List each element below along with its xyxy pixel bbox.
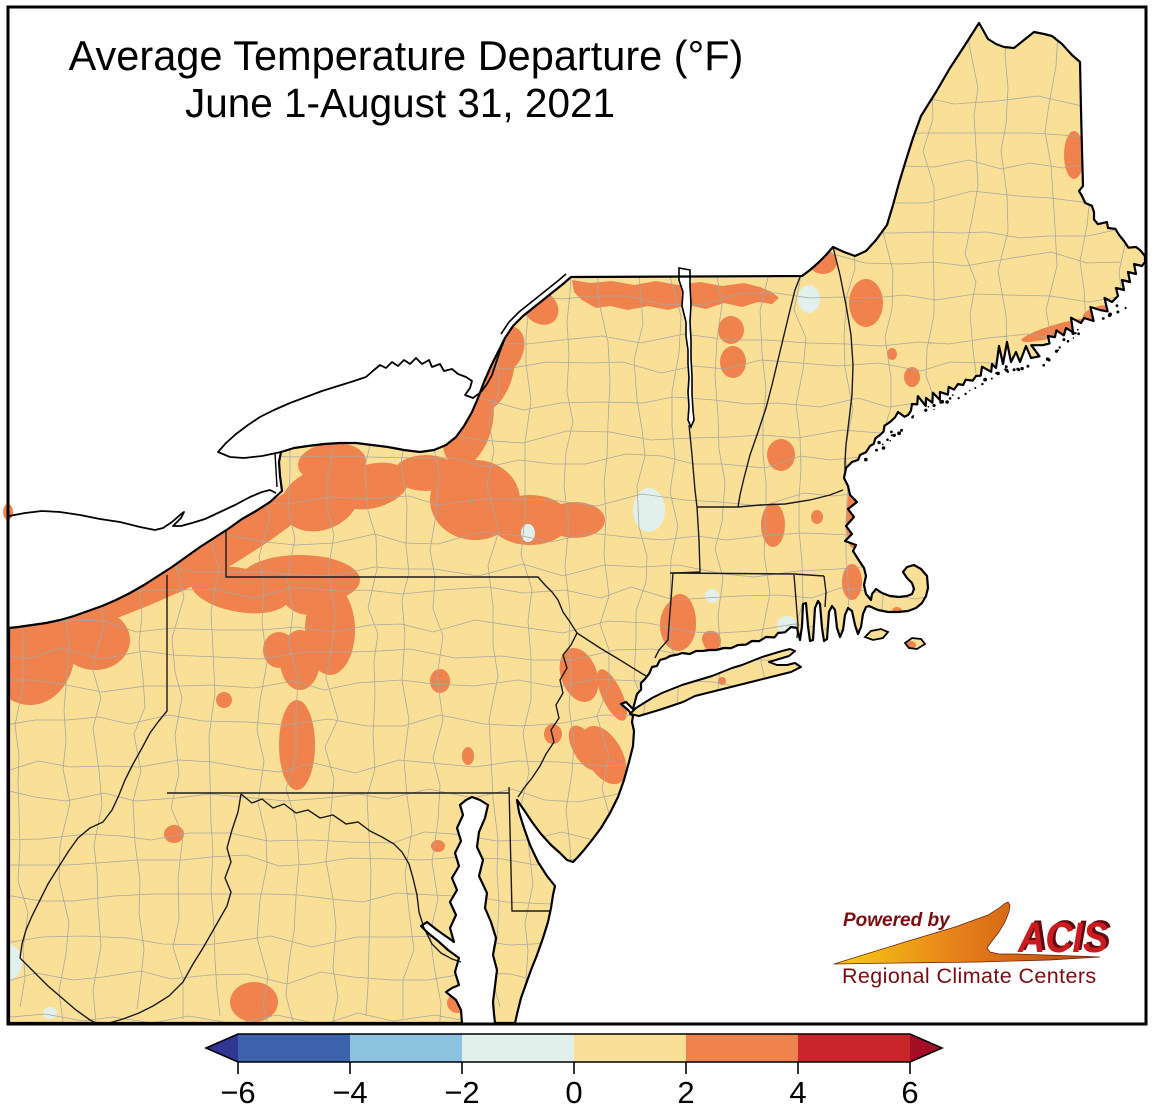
svg-text:June 1-August 31, 2021: June 1-August 31, 2021 [185,80,615,126]
svg-text:2: 2 [677,1075,694,1110]
svg-text:−6: −6 [220,1075,255,1110]
svg-text:ACIS: ACIS [1017,914,1108,962]
svg-text:Powered by: Powered by [843,910,951,931]
svg-text:Regional Climate Centers: Regional Climate Centers [842,964,1097,988]
svg-text:0: 0 [565,1075,582,1110]
svg-text:Average Temperature Departure: Average Temperature Departure (°F) [69,32,744,79]
svg-text:ACIS: ACIS [1020,912,1111,960]
svg-text:6: 6 [901,1075,918,1110]
svg-text:4: 4 [789,1075,806,1110]
svg-text:−4: −4 [332,1075,367,1110]
svg-text:−2: −2 [444,1075,479,1110]
